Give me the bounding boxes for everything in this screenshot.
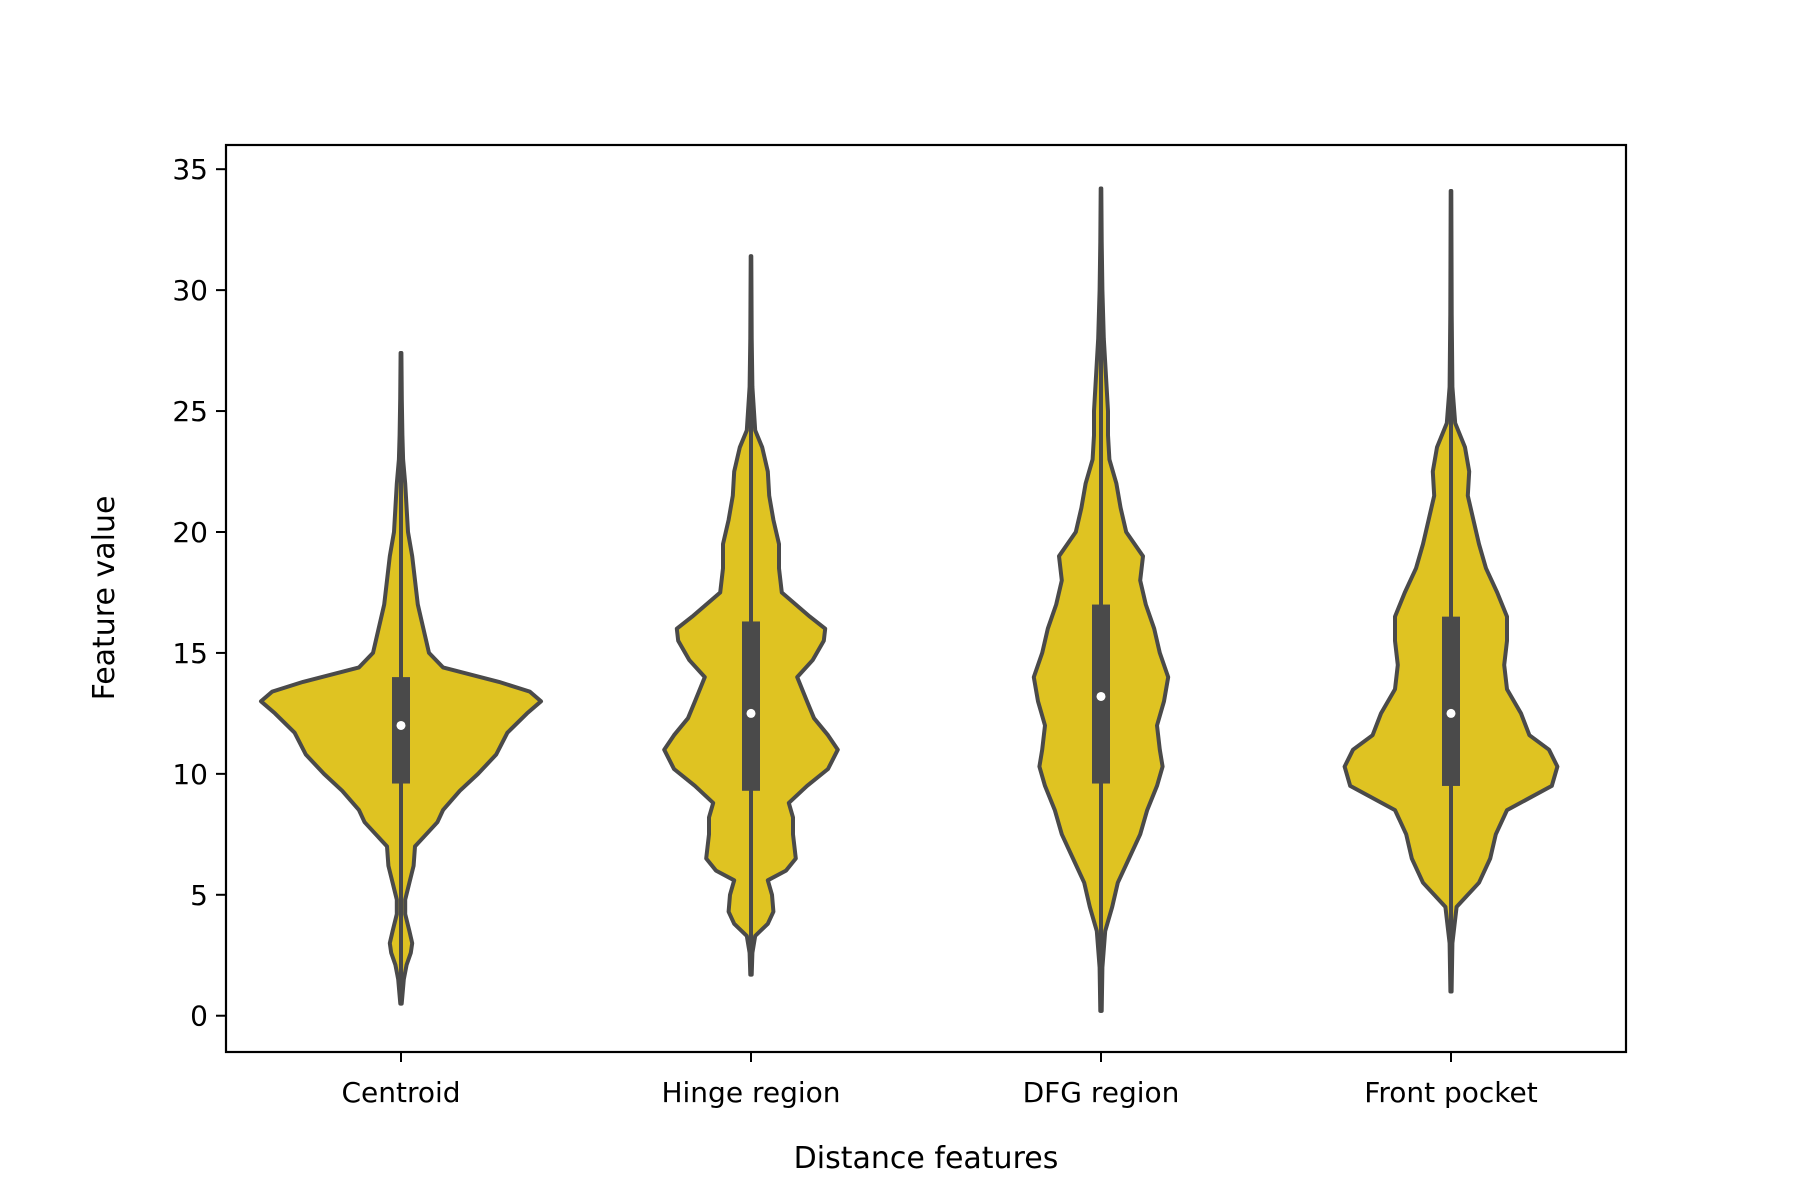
plot-frame [224,143,1628,1054]
violin-median-dot [396,720,406,730]
violin-median-dot [1446,708,1456,718]
violin-median-dot [746,708,756,718]
violin-iqr-box [742,621,760,791]
x-tick-label: Centroid [341,1076,460,1109]
y-tick-label: 15 [172,637,208,670]
y-tick-label: 25 [172,395,208,428]
violin-median-dot [1096,691,1106,701]
y-tick-label: 35 [172,153,208,186]
x-tick-label: Hinge region [661,1076,840,1109]
x-tick-label: DFG region [1023,1076,1180,1109]
x-axis: Centroid Hinge region DFG region Front pock… [341,1052,1538,1109]
y-tick-label: 30 [172,274,208,307]
y-tick-label: 10 [172,758,208,791]
violins-layer [259,186,1560,1013]
x-tick-label: Front pocket [1364,1076,1537,1109]
violin-iqr-box [1442,616,1460,786]
y-axis: 0 5 10 15 20 25 30 35 [172,153,226,1033]
y-tick-label: 20 [172,516,208,549]
y-tick-label: 5 [190,879,208,912]
y-axis-label: Feature value [87,496,122,701]
x-axis-label: Distance features [794,1141,1059,1176]
y-tick-label: 0 [190,1000,208,1033]
violin-iqr-box [392,677,410,784]
